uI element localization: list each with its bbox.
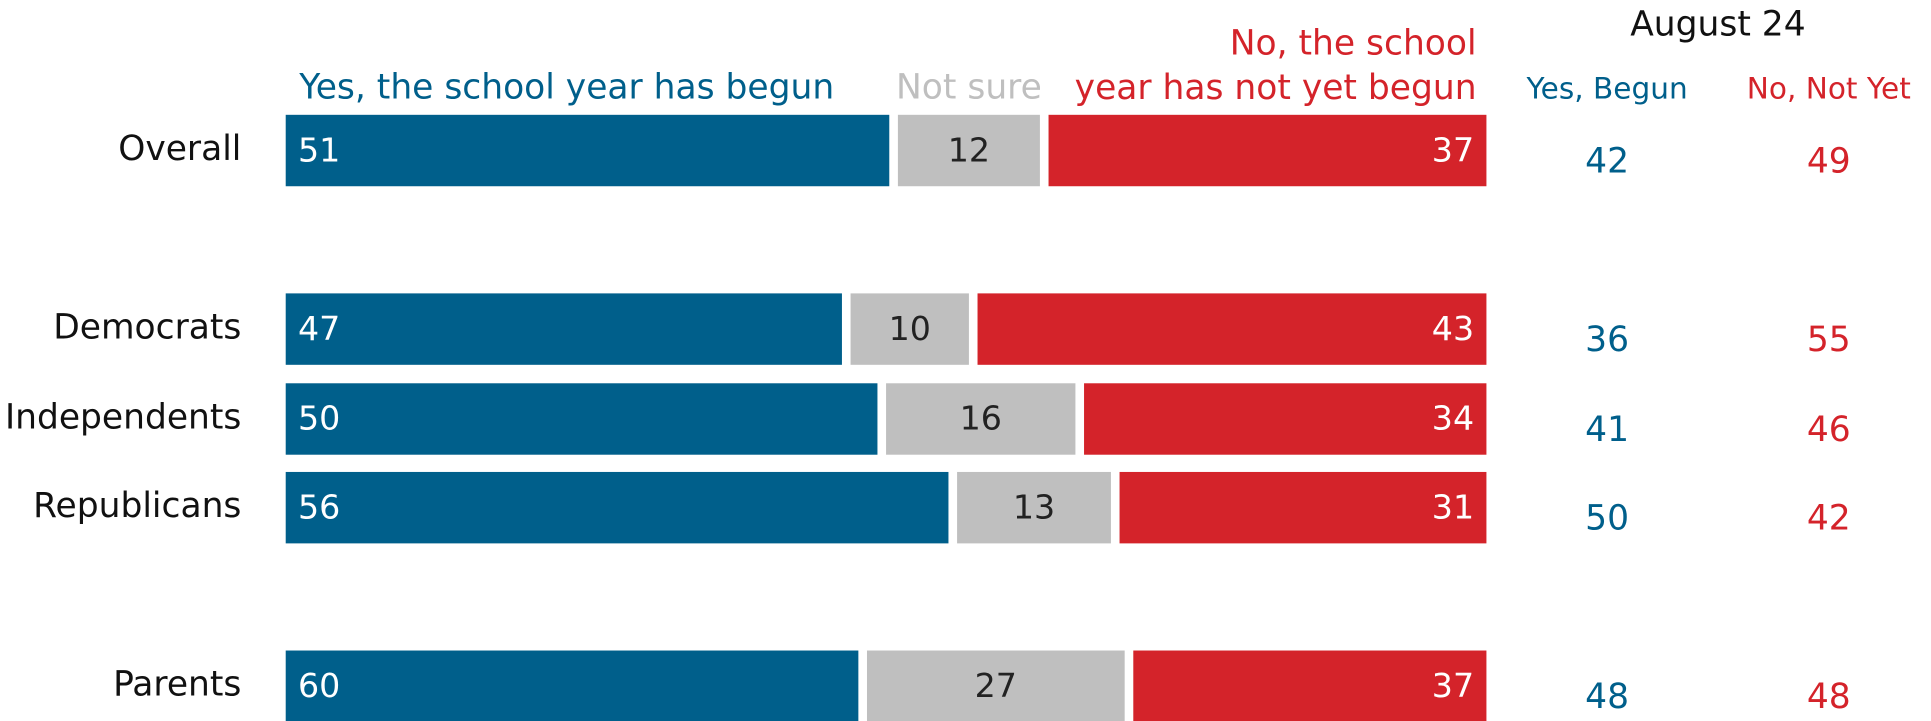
legend-label: Yes, the school year has begun: [298, 67, 834, 107]
bar-segment: [850, 293, 969, 365]
value-label: 56: [298, 487, 340, 526]
comparison-value: 48: [1807, 677, 1851, 717]
value-label: 10: [889, 309, 931, 348]
bar-segment: [1084, 383, 1487, 455]
value-label: 12: [948, 130, 990, 169]
value-label: 50: [298, 399, 340, 438]
value-label: 37: [1432, 130, 1474, 169]
comparison-title: August 24: [1630, 5, 1805, 45]
value-label: 43: [1432, 309, 1474, 348]
value-label: 13: [1013, 487, 1055, 526]
value-label: 34: [1432, 399, 1474, 438]
bar-segment: [866, 650, 1125, 721]
category-label: Republicans: [33, 486, 241, 526]
value-label: 51: [298, 130, 340, 169]
comparison-value: 42: [1585, 141, 1629, 181]
value-label: 47: [298, 309, 340, 348]
category-label: Democrats: [53, 308, 241, 348]
comparison-value: 46: [1807, 410, 1851, 450]
comparison-header: No, Not Yet: [1747, 72, 1911, 106]
bar-segment: [285, 471, 949, 544]
bar-segment: [886, 383, 1076, 455]
comparison-value: 50: [1585, 498, 1629, 538]
value-label: 37: [1432, 666, 1474, 705]
value-label: 27: [975, 666, 1017, 705]
bar-segment: [285, 114, 890, 187]
bar-segment: [957, 471, 1111, 544]
value-label: 31: [1432, 487, 1474, 526]
category-label: Parents: [113, 665, 241, 705]
comparison-value: 49: [1807, 141, 1851, 181]
bar-segment: [285, 293, 842, 365]
bar-segment: [1119, 471, 1487, 544]
comparison-value: 41: [1585, 410, 1629, 450]
comparison-value: 48: [1585, 677, 1629, 717]
comparison-value: 36: [1585, 320, 1629, 360]
comparison-value: 42: [1807, 498, 1851, 538]
legend-label: Not sure: [896, 67, 1042, 107]
bar-segment: [1048, 114, 1487, 187]
category-label: Overall: [118, 129, 241, 169]
comparison-header: Yes, Begun: [1526, 72, 1688, 106]
value-label: 16: [960, 399, 1002, 438]
bar-segment: [1133, 650, 1487, 721]
legend-label: No, the school year has not yet begun: [1075, 23, 1477, 107]
bar-segment: [285, 650, 859, 721]
bar-segment: [977, 293, 1487, 365]
bar-segment: [285, 383, 878, 455]
comparison-value: 55: [1807, 320, 1851, 360]
bar-segment: [897, 114, 1040, 187]
value-label: 60: [298, 666, 340, 705]
category-label: Independents: [5, 397, 241, 437]
